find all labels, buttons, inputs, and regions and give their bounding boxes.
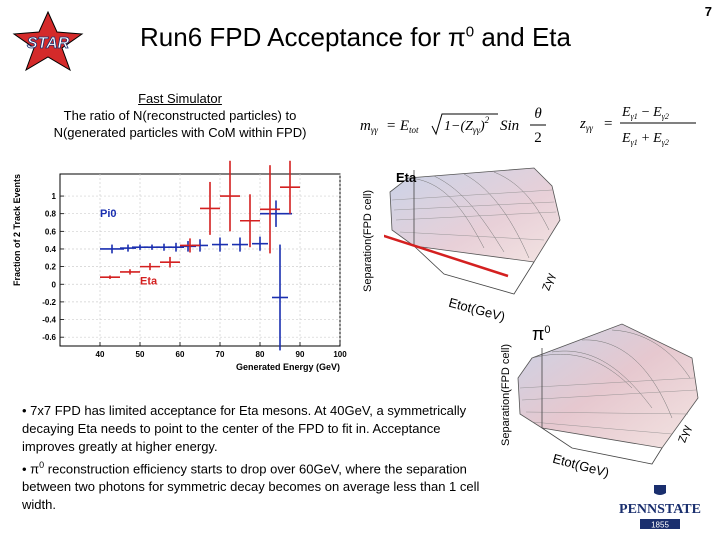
pennstate-logo-text: PENNSTATE	[619, 502, 701, 517]
svg-text:Eγ1−Eγ2: Eγ1− Eγ2	[621, 105, 669, 121]
star-logo-text: STAR	[27, 35, 70, 52]
star-logo-icon: STAR	[12, 10, 84, 72]
summary-bullets: • 7x7 FPD has limited acceptance for Eta…	[22, 402, 482, 514]
x-tick-label: 70	[216, 350, 225, 359]
subtitle-line-3: N(generated particles with CoM within FP…	[53, 125, 307, 140]
pennstate-logo-year: 1855	[651, 521, 669, 530]
x-tick-label: 100	[333, 350, 347, 359]
y-tick-label: 0.4	[45, 245, 57, 254]
x-tick-label: 50	[136, 350, 145, 359]
plot-frame	[59, 173, 341, 347]
subtitle-line-2: The ratio of N(reconstructed particles) …	[63, 108, 297, 123]
bullet-eta: • 7x7 FPD has limited acceptance for Eta…	[22, 403, 467, 454]
y-tick-label: -0.4	[42, 316, 56, 325]
y-tick-label: 0.2	[45, 263, 57, 272]
eta-acceptance-line	[384, 234, 509, 278]
acceptance-plot: 40 50 60 70 80 90 100 -0.6 -0.4 -0.2 0 0.2 0.4 0.6 0.8…	[12, 160, 347, 372]
svg-text:1−(Zγγ)2: 1−(Zγγ)2	[444, 115, 490, 135]
subtitle-heading: Fast Simulator	[138, 91, 222, 106]
y-tick-label: 0	[52, 280, 57, 289]
simulator-description: Fast Simulator The ratio of N(reconstruc…	[20, 90, 340, 141]
z-formula: zγγ = Eγ1− Eγ2 Eγ1 + Eγ2	[580, 105, 696, 147]
eta-surface-title: Eta	[396, 170, 417, 185]
pi0-surface-plot	[517, 323, 699, 465]
svg-text:Sin: Sin	[500, 118, 519, 134]
x-tick-label: 60	[176, 350, 185, 359]
pennstate-shield-icon: PENNSTATE 1855	[619, 485, 701, 530]
y-tick-label: 1	[52, 192, 57, 201]
y-tick-label: -0.6	[42, 333, 56, 342]
pi0-surface-zlabel: Separation(FPD cell)	[500, 343, 512, 446]
bullet-pi0: • π0 reconstruction efficiency starts to…	[22, 460, 480, 513]
svg-text:mγγ: mγγ	[360, 118, 378, 135]
y-axis-label: Fraction of 2 Track Events	[12, 174, 22, 286]
legend-pi0: Pi0	[100, 208, 117, 220]
svg-text:=: =	[604, 116, 612, 132]
x-tick-label: 80	[256, 350, 265, 359]
page-title: Run6 FPD Acceptance for π0 and Eta	[140, 22, 571, 53]
svg-text:2: 2	[534, 130, 542, 146]
x-axis-label: Generated Energy (GeV)	[236, 362, 340, 372]
page-number: 7	[704, 4, 712, 19]
pi0-surface-title: π0	[532, 324, 551, 345]
y-tick-label: 0.8	[45, 210, 57, 219]
x-tick-label: 40	[96, 350, 105, 359]
title-after: and Eta	[474, 22, 571, 52]
eta-surface-plot	[384, 167, 561, 295]
svg-text:θ: θ	[534, 106, 542, 122]
pi0-title-sup: 0	[544, 324, 551, 336]
x-tick-label: 90	[296, 350, 305, 359]
eta-surface-zlabel: Separation(FPD cell)	[362, 189, 374, 292]
legend-eta: Eta	[140, 275, 158, 287]
y-tick-label: 0.6	[45, 227, 57, 236]
svg-text:zγγ: zγγ	[580, 116, 593, 133]
pi0-title-symbol: π	[532, 324, 545, 344]
title-pi-sup: 0	[465, 23, 475, 41]
svg-text:Eγ1+Eγ2: Eγ1 + Eγ2	[621, 131, 669, 147]
y-tick-label: -0.2	[42, 298, 56, 307]
mass-formula: mγγ = Etot 1−(Zγγ)2 Sin θ 2	[360, 106, 546, 146]
title-pi: π	[447, 22, 466, 52]
svg-text:= Etot: = Etot	[386, 118, 419, 135]
title-before: Run6 FPD Acceptance for	[140, 22, 448, 52]
